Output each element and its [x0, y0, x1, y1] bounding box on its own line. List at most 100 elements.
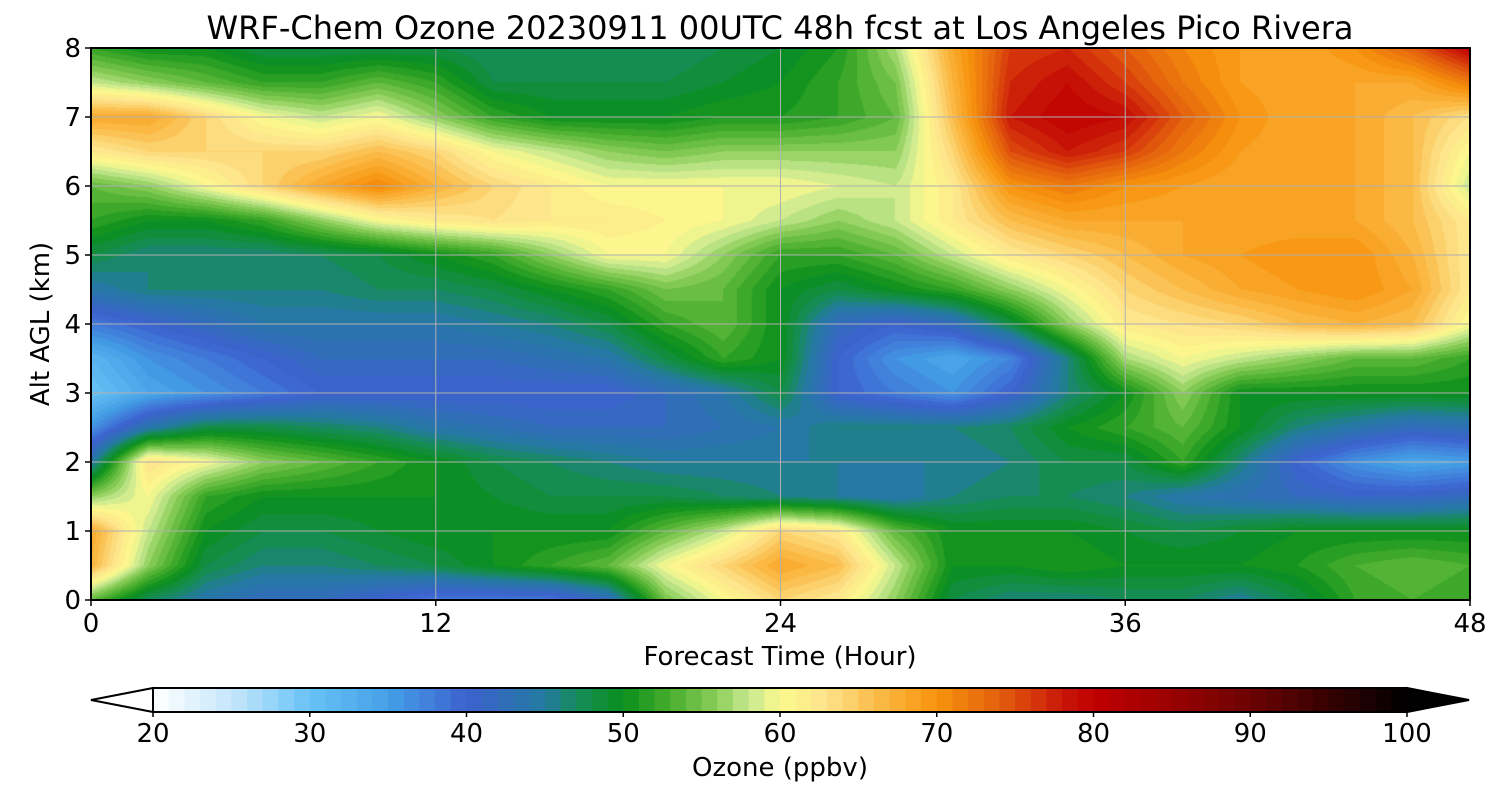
colorbar-cell [717, 688, 734, 712]
colorbar-cell [795, 688, 812, 712]
colorbar-cell [466, 688, 483, 712]
colorbar-cell [936, 688, 954, 712]
colorbar-cell [889, 688, 906, 712]
colorbar-cell [701, 688, 718, 712]
colorbar-cell [388, 688, 405, 712]
colorbar-cell [294, 688, 311, 712]
colorbar-cell [1359, 688, 1377, 712]
colorbar-tick-label: 80 [1077, 719, 1110, 749]
colorbar-tick-label: 40 [450, 719, 483, 749]
colorbar-cell [1030, 688, 1048, 712]
colorbar-label: Ozone (ppbv) [692, 753, 868, 783]
x-tick-label: 36 [1109, 609, 1142, 639]
colorbar-cell [309, 688, 327, 712]
colorbar-cell [576, 688, 593, 712]
y-axis-ticks: 0 1 2 3 4 5 6 7 8 [64, 34, 91, 616]
colorbar-cell [497, 688, 515, 712]
colorbar-cell [560, 688, 577, 712]
colorbar-cell [262, 688, 279, 712]
colorbar-cell [1015, 688, 1032, 712]
y-tick-label: 0 [64, 586, 81, 616]
colorbar-cell [1218, 688, 1236, 712]
colorbar-cell [607, 688, 624, 712]
colorbar-cell [999, 688, 1016, 712]
colorbar-cell [544, 688, 562, 712]
colorbar-cell [1391, 688, 1408, 712]
colorbar-cell [670, 688, 687, 712]
colorbar-cell [1344, 688, 1361, 712]
colorbar-cell [1046, 688, 1063, 712]
colorbar-cell [1234, 688, 1251, 712]
colorbar-cell [1297, 688, 1314, 712]
colorbar-ticks: 20 30 40 50 60 70 80 90 100 [136, 712, 1432, 749]
colorbar-cell [1250, 688, 1267, 712]
colorbar-cell [247, 688, 264, 712]
y-tick-label: 2 [64, 448, 81, 478]
colorbar-cell [482, 688, 499, 712]
colorbar-lower-extension [90, 686, 154, 714]
colorbar-cell [341, 688, 358, 712]
x-tick-label: 12 [419, 609, 452, 639]
chart-title: WRF-Chem Ozone 20230911 00UTC 48h fcst a… [207, 9, 1354, 47]
colorbar-cell [1281, 688, 1298, 712]
colorbar-cell [1312, 688, 1330, 712]
colorbar-tick-label: 30 [293, 719, 326, 749]
colorbar-cell [200, 688, 217, 712]
colorbar-tick-label: 90 [1234, 719, 1267, 749]
colorbar-cell [827, 688, 844, 712]
colorbar-cell [1077, 688, 1095, 712]
colorbar-tick-label: 70 [920, 719, 953, 749]
colorbar-cell [1062, 688, 1079, 712]
colorbar-cell [1109, 688, 1126, 712]
colorbar-cell [356, 688, 374, 712]
colorbar-cell [874, 688, 891, 712]
y-tick-label: 1 [64, 517, 81, 547]
colorbar-cell [905, 688, 922, 712]
colorbar-cell [278, 688, 295, 712]
y-axis-label: Alt AGL (km) [26, 242, 56, 406]
colorbar-cell [1140, 688, 1157, 712]
x-axis-ticks: 0 12 24 36 48 [83, 600, 1487, 639]
y-tick-label: 7 [64, 103, 81, 133]
colorbar: 20 30 40 50 60 70 80 90 100 Ozone (ppbv) [90, 686, 1470, 783]
colorbar-cell [842, 688, 859, 712]
colorbar-cell [732, 688, 750, 712]
y-tick-label: 6 [64, 172, 81, 202]
y-tick-label: 3 [64, 379, 81, 409]
colorbar-cells [153, 688, 1408, 712]
colorbar-cell [983, 688, 1001, 712]
colorbar-cell [811, 688, 828, 712]
x-tick-label: 0 [83, 609, 100, 639]
colorbar-cell [1328, 688, 1345, 712]
colorbar-cell [435, 688, 452, 712]
colorbar-cell [921, 688, 938, 712]
colorbar-cell [623, 688, 640, 712]
colorbar-cell [184, 688, 201, 712]
colorbar-tick-label: 20 [136, 719, 169, 749]
colorbar-cell [215, 688, 232, 712]
colorbar-cell [1093, 688, 1110, 712]
colorbar-cell [1203, 688, 1220, 712]
colorbar-cell [858, 688, 875, 712]
colorbar-upper-extension [1406, 686, 1470, 714]
colorbar-cell [231, 688, 248, 712]
colorbar-cell [764, 688, 781, 712]
colorbar-cell [529, 688, 546, 712]
colorbar-tick-label: 100 [1382, 719, 1432, 749]
colorbar-tick-label: 60 [763, 719, 796, 749]
colorbar-cell [1124, 688, 1142, 712]
x-axis-label: Forecast Time (Hour) [643, 642, 916, 672]
x-tick-label: 24 [764, 609, 797, 639]
colorbar-cell [654, 688, 671, 712]
colorbar-cell [591, 688, 609, 712]
colorbar-cell [1156, 688, 1173, 712]
colorbar-tick-label: 50 [607, 719, 640, 749]
x-tick-label: 48 [1453, 609, 1486, 639]
colorbar-cell [968, 688, 985, 712]
colorbar-cell [1187, 688, 1204, 712]
colorbar-cell [748, 688, 765, 712]
colorbar-cell [952, 688, 969, 712]
colorbar-cell [403, 688, 421, 712]
colorbar-cell [372, 688, 389, 712]
